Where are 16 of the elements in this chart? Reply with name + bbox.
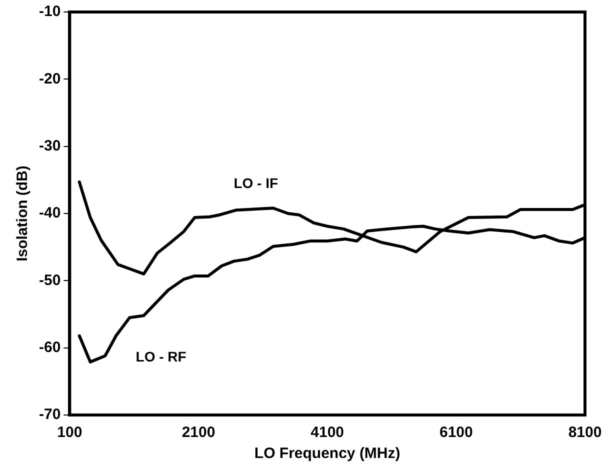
y-tick-label: -10	[38, 3, 61, 20]
y-tick-label: -50	[38, 272, 61, 289]
series-label: LO - RF	[136, 348, 187, 365]
y-tick-label: -40	[38, 204, 61, 222]
x-tick-label: 8100	[568, 424, 602, 442]
x-tick-label: 2100	[182, 424, 216, 442]
y-tick-label: -70	[38, 406, 61, 424]
x-tick-label: 6100	[439, 424, 473, 442]
y-axis-title: Isolation (dB)	[14, 166, 32, 262]
x-tick-label: 4100	[310, 424, 344, 442]
x-tick-label: 100	[57, 424, 82, 442]
series-label: LO - IF	[234, 175, 278, 191]
x-axis-title: LO Frequency (MHz)	[254, 445, 400, 462]
y-tick-label: -20	[38, 70, 61, 88]
y-tick-label: -60	[38, 338, 61, 356]
y-tick-label: -30	[38, 137, 61, 154]
